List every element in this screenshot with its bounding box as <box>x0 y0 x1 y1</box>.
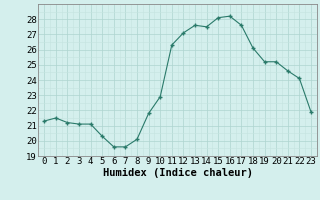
X-axis label: Humidex (Indice chaleur): Humidex (Indice chaleur) <box>103 168 252 178</box>
